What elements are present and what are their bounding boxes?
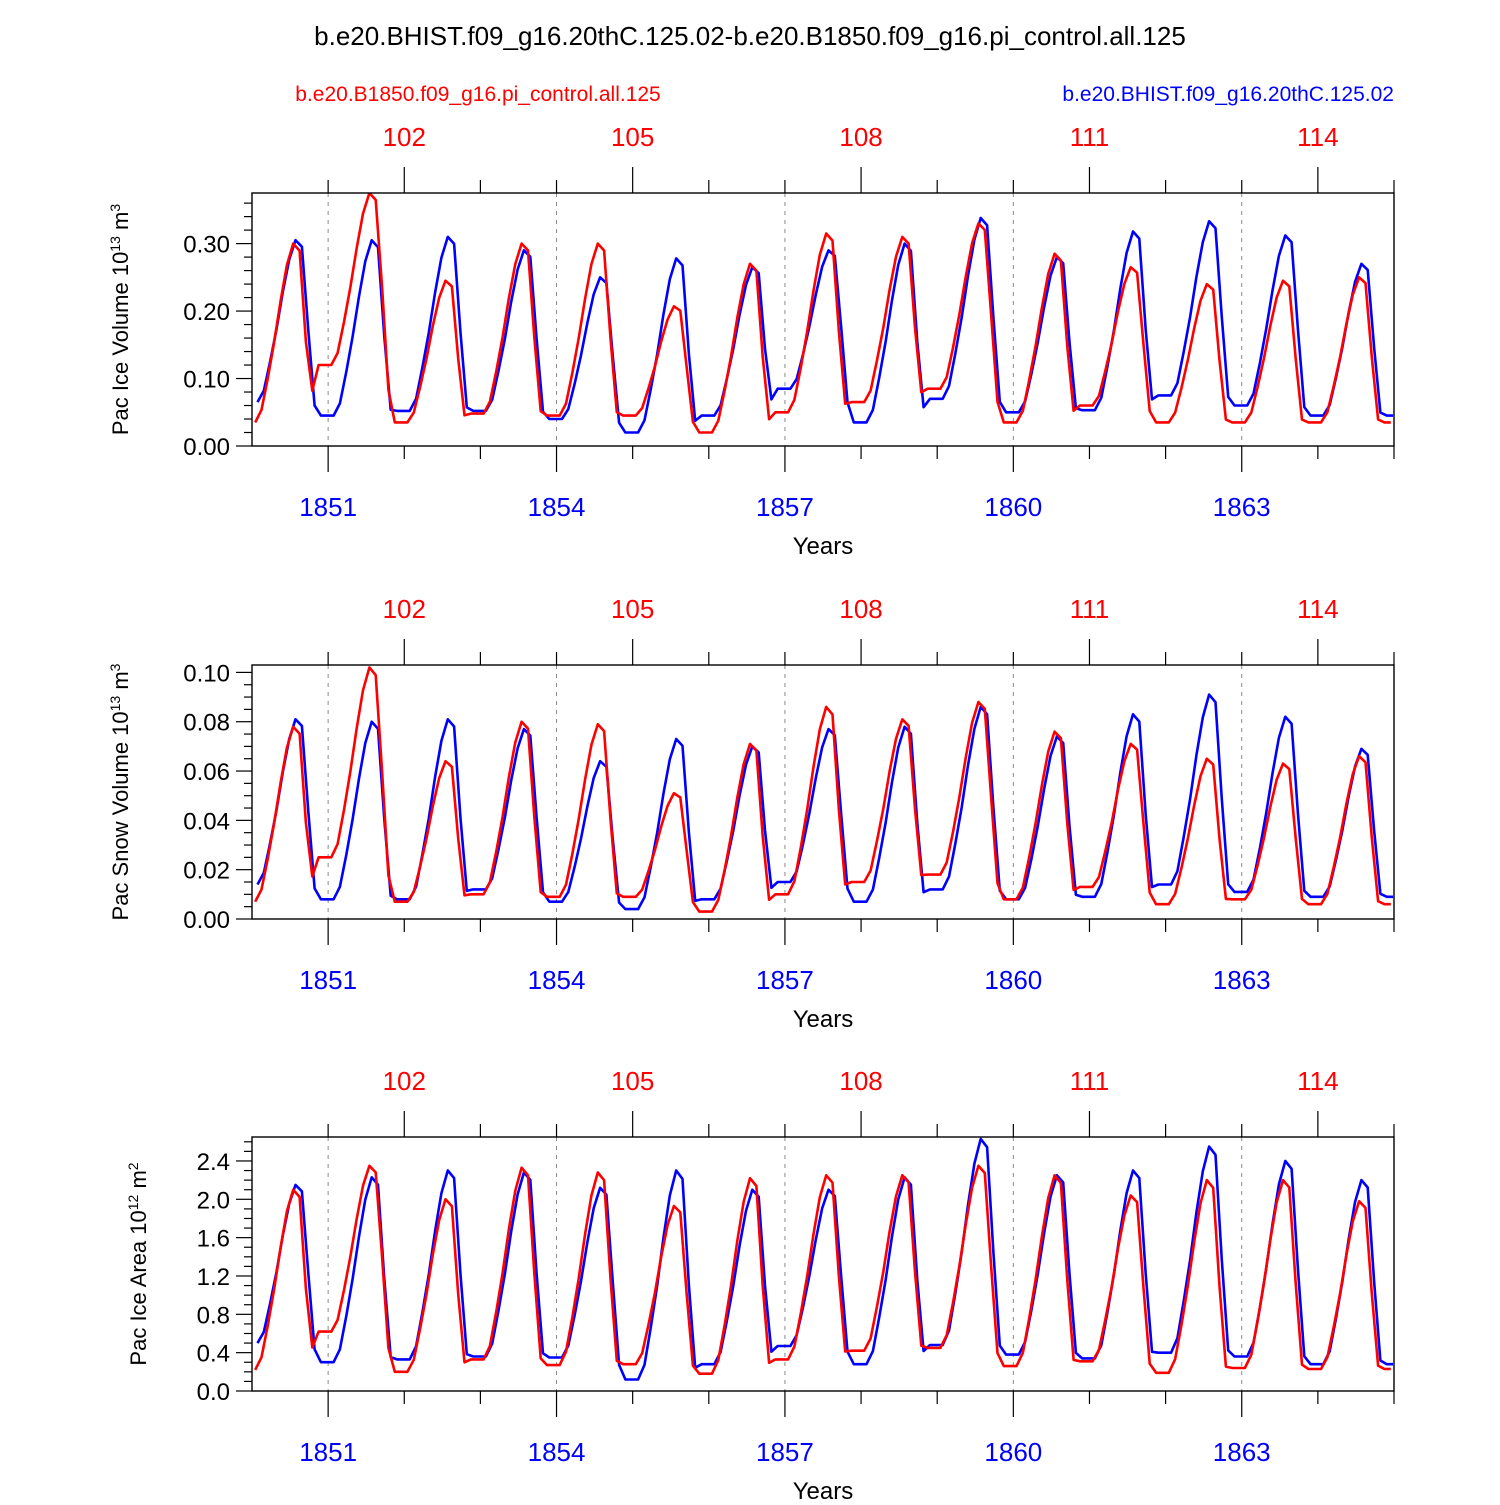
top-tick-label: 111: [1070, 1066, 1110, 1096]
plot-frame: [251, 664, 1395, 920]
y-axis-label-superscript: 3: [107, 663, 123, 671]
panels: 0.00 0.10 0.20 0.30 1851 1854 1857 1860 1863 102 1…: [107, 122, 1395, 1505]
x-tick-label: 1851: [299, 1437, 357, 1467]
top-tick-label: 108: [839, 594, 882, 624]
series-line-control: [254, 666, 1391, 913]
series-line-historical: [256, 1137, 1394, 1381]
x-tick-label: 1857: [756, 965, 814, 995]
legend-historical-case: b.e20.BHIST.f09_g16.20thC.125.02: [1062, 83, 1394, 106]
y-tick-label: 0.00: [183, 907, 230, 934]
y-tick-label: 1.2: [197, 1264, 230, 1291]
top-tick-label: 111: [1070, 594, 1110, 624]
x-tick-label: 1854: [528, 965, 586, 995]
panel-snow-volume: 0.00 0.02 0.04 0.06 0.08 0.10 1851 1854 1857 1860…: [107, 594, 1395, 1033]
y-axis-label: Pac Ice Volume 1013 m3: [107, 204, 133, 435]
series-line-historical: [256, 216, 1394, 434]
x-tick-label: 1863: [1213, 1437, 1271, 1467]
y-tick-label: 0.4: [197, 1341, 230, 1368]
series-line-historical: [256, 693, 1394, 911]
x-tick-label: 1851: [299, 492, 357, 522]
x-tick-label: 1860: [984, 965, 1042, 995]
y-tick-label: 0.0: [197, 1379, 230, 1406]
y-tick-label: 0.02: [183, 858, 230, 885]
top-tick-label: 105: [611, 1066, 654, 1096]
y-tick-label: 1.6: [197, 1226, 230, 1253]
top-tick-label: 108: [839, 122, 882, 152]
top-tick-label: 105: [611, 594, 654, 624]
y-tick-label: 0.30: [183, 232, 230, 259]
panel-ice-area: 0.0 0.4 0.8 1.2 1.6 2.0 2.4 1851 1854 1857 1860 186…: [125, 1066, 1395, 1505]
y-axis-label-text: m: [108, 671, 133, 695]
y-axis-label-text: Pac Snow Volume 10: [108, 711, 133, 920]
y-axis-label: Pac Snow Volume 1013 m3: [107, 663, 133, 920]
top-tick-label: 102: [383, 594, 426, 624]
x-tick-label: 1854: [528, 492, 586, 522]
y-axis-label-superscript: 13: [107, 236, 123, 252]
y-tick-label: 2.0: [197, 1187, 230, 1214]
legend-control-case: b.e20.B1850.f09_g16.pi_control.all.125: [295, 83, 660, 106]
x-tick-label: 1863: [1213, 965, 1271, 995]
x-tick-label: 1857: [756, 1437, 814, 1467]
x-axis-label: Years: [793, 1478, 854, 1500]
top-tick-label: 114: [1297, 1066, 1338, 1096]
y-axis-label-text: Pac Ice Area 10: [126, 1210, 151, 1365]
x-tick-label: 1851: [299, 965, 357, 995]
y-tick-label: 0.08: [183, 710, 230, 737]
y-axis-label-superscript: 13: [107, 696, 123, 712]
y-tick-label: 0.06: [183, 759, 230, 786]
x-tick-label: 1854: [528, 1437, 586, 1467]
top-tick-label: 102: [383, 122, 426, 152]
y-tick-label: 0.10: [183, 660, 230, 687]
y-tick-label: 0.20: [183, 299, 230, 326]
top-tick-label: 114: [1297, 594, 1338, 624]
y-axis-label-text: Pac Ice Volume 10: [108, 252, 133, 435]
plot-frame: [251, 192, 1395, 447]
x-tick-label: 1863: [1213, 492, 1271, 522]
y-tick-label: 0.8: [197, 1302, 230, 1329]
top-tick-label: 105: [611, 122, 654, 152]
x-axis-label: Years: [793, 1006, 854, 1033]
top-tick-label: 114: [1297, 122, 1338, 152]
figure-title: b.e20.BHIST.f09_g16.20thC.125.02-b.e20.B…: [314, 21, 1186, 51]
y-tick-label: 0.04: [183, 808, 230, 835]
top-tick-label: 108: [839, 1066, 882, 1096]
x-axis-label: Years: [793, 533, 854, 560]
y-tick-label: 2.4: [197, 1149, 230, 1176]
y-axis-label-text: m: [108, 212, 133, 236]
y-tick-label: 0.00: [183, 434, 230, 461]
x-tick-label: 1857: [756, 492, 814, 522]
y-axis-label-text: m: [126, 1170, 151, 1194]
y-axis-label-superscript: 2: [125, 1162, 141, 1170]
top-tick-label: 111: [1070, 122, 1110, 152]
x-tick-label: 1860: [984, 1437, 1042, 1467]
y-tick-label: 0.10: [183, 367, 230, 394]
plot-frame: [251, 1136, 1395, 1392]
y-axis-label-superscript: 3: [107, 204, 123, 212]
y-axis-label-superscript: 12: [125, 1194, 141, 1210]
panel-ice-volume: 0.00 0.10 0.20 0.30 1851 1854 1857 1860 1863 102 1…: [107, 122, 1395, 560]
top-tick-label: 102: [383, 1066, 426, 1096]
series-line-control: [254, 193, 1391, 434]
series-line-control: [254, 1164, 1391, 1375]
x-tick-label: 1860: [984, 492, 1042, 522]
y-axis-label: Pac Ice Area 1012 m2: [125, 1162, 151, 1365]
